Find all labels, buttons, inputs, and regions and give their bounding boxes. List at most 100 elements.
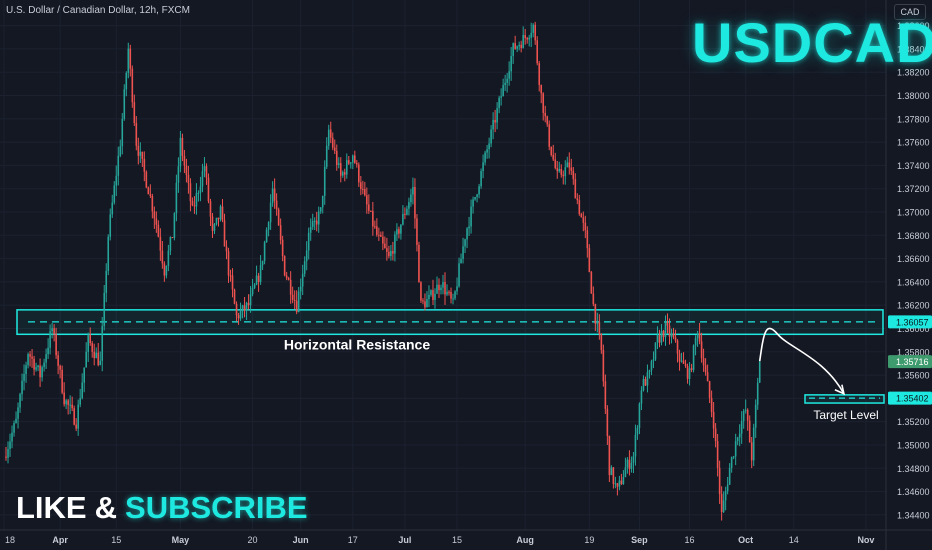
candle-body <box>608 435 611 476</box>
x-tick-label: May <box>172 535 190 545</box>
candle-body <box>59 365 61 370</box>
candle-body <box>315 220 318 225</box>
candle-body <box>69 404 71 406</box>
candle-body <box>93 351 96 359</box>
candle-body <box>145 171 148 188</box>
candle-body <box>484 152 486 163</box>
candle-body <box>412 186 414 195</box>
candle-body <box>153 211 156 219</box>
candle-body <box>526 38 528 40</box>
candle-body <box>289 279 292 295</box>
candle-body <box>339 163 342 176</box>
candle-body <box>219 206 222 220</box>
candle-body <box>464 239 466 247</box>
candle-body <box>181 137 184 156</box>
candle-body <box>694 338 697 346</box>
candle-body <box>263 242 266 261</box>
x-tick-label: Aug <box>516 535 534 545</box>
candle-body <box>349 162 352 164</box>
candle-body <box>534 24 537 41</box>
candle-body <box>482 162 484 172</box>
target-price-tag-bg <box>888 391 932 405</box>
candle-body <box>65 400 67 405</box>
candle-body <box>626 459 629 468</box>
candle-body <box>175 182 178 214</box>
candle-body <box>149 194 152 196</box>
candle-body <box>27 354 29 366</box>
candle-body <box>542 93 545 113</box>
candle-body <box>151 195 154 212</box>
candle-body <box>299 286 302 292</box>
candle-body <box>668 325 671 337</box>
cta-like: LIKE <box>16 490 87 525</box>
candle-body <box>642 379 645 391</box>
candle-body <box>462 246 464 259</box>
y-tick-label: 1.34400 <box>897 510 930 520</box>
candle-body <box>91 343 94 352</box>
y-tick-label: 1.38200 <box>897 68 930 78</box>
candle-body <box>500 96 502 98</box>
y-tick-label: 1.36200 <box>897 301 930 311</box>
x-tick-label: 15 <box>452 535 462 545</box>
candle-body <box>538 63 541 85</box>
candle-body <box>594 304 597 324</box>
candle-body <box>53 328 55 334</box>
candle-body <box>416 218 418 245</box>
y-tick-label: 1.34600 <box>897 487 930 497</box>
candle-body <box>410 194 412 203</box>
y-tick-label: 1.38400 <box>897 44 930 54</box>
candle-body <box>632 456 635 463</box>
candle-body <box>644 379 647 386</box>
candle-body <box>456 286 458 292</box>
candle-body <box>323 166 326 196</box>
candle-body <box>207 177 210 202</box>
candle-body <box>452 298 454 300</box>
last-price-tag: 1.35716 <box>896 357 929 367</box>
candle-body <box>424 301 426 308</box>
x-tick-label: Jun <box>293 535 309 545</box>
candle-body <box>716 441 719 468</box>
candle-body <box>61 369 63 393</box>
candle-body <box>614 483 617 485</box>
candle-body <box>486 149 488 153</box>
candle-body <box>386 248 388 252</box>
candle-body <box>265 229 268 243</box>
y-tick-label: 1.36800 <box>897 231 930 241</box>
candle-body <box>167 250 170 267</box>
candle-body <box>273 188 276 201</box>
x-tick-label: Sep <box>631 535 648 545</box>
candle-body <box>99 360 102 365</box>
candle-body <box>354 155 356 163</box>
candle-body <box>638 403 641 428</box>
candle-body <box>249 294 252 306</box>
candle-body <box>522 35 524 48</box>
candle-body <box>718 467 721 495</box>
candle-body <box>139 151 142 156</box>
x-tick-label: 19 <box>584 535 594 545</box>
currency-button[interactable]: CAD <box>894 4 926 20</box>
candle-body <box>612 467 615 484</box>
candle-body <box>586 230 589 249</box>
candle-body <box>21 380 23 395</box>
candle-body <box>736 437 739 442</box>
candle-body <box>476 194 478 197</box>
candle-body <box>231 275 234 290</box>
candle-body <box>388 251 390 257</box>
y-tick-label: 1.38600 <box>897 21 930 31</box>
candle-body <box>682 360 685 364</box>
candle-body <box>756 382 759 405</box>
candle-body <box>364 189 366 196</box>
candle-body <box>566 162 569 168</box>
candle-body <box>720 494 723 512</box>
candle-body <box>183 155 186 166</box>
candle-body <box>712 412 715 429</box>
candle-body <box>734 441 737 457</box>
candle-body <box>430 290 432 295</box>
candle-body <box>710 398 713 413</box>
candle-body <box>458 263 460 287</box>
candle-body <box>177 166 180 183</box>
candle-body <box>656 335 659 343</box>
candle-body <box>590 272 593 294</box>
like-subscribe-banner: LIKE & SUBSCRIBE <box>16 490 308 526</box>
candle-body <box>303 261 306 274</box>
